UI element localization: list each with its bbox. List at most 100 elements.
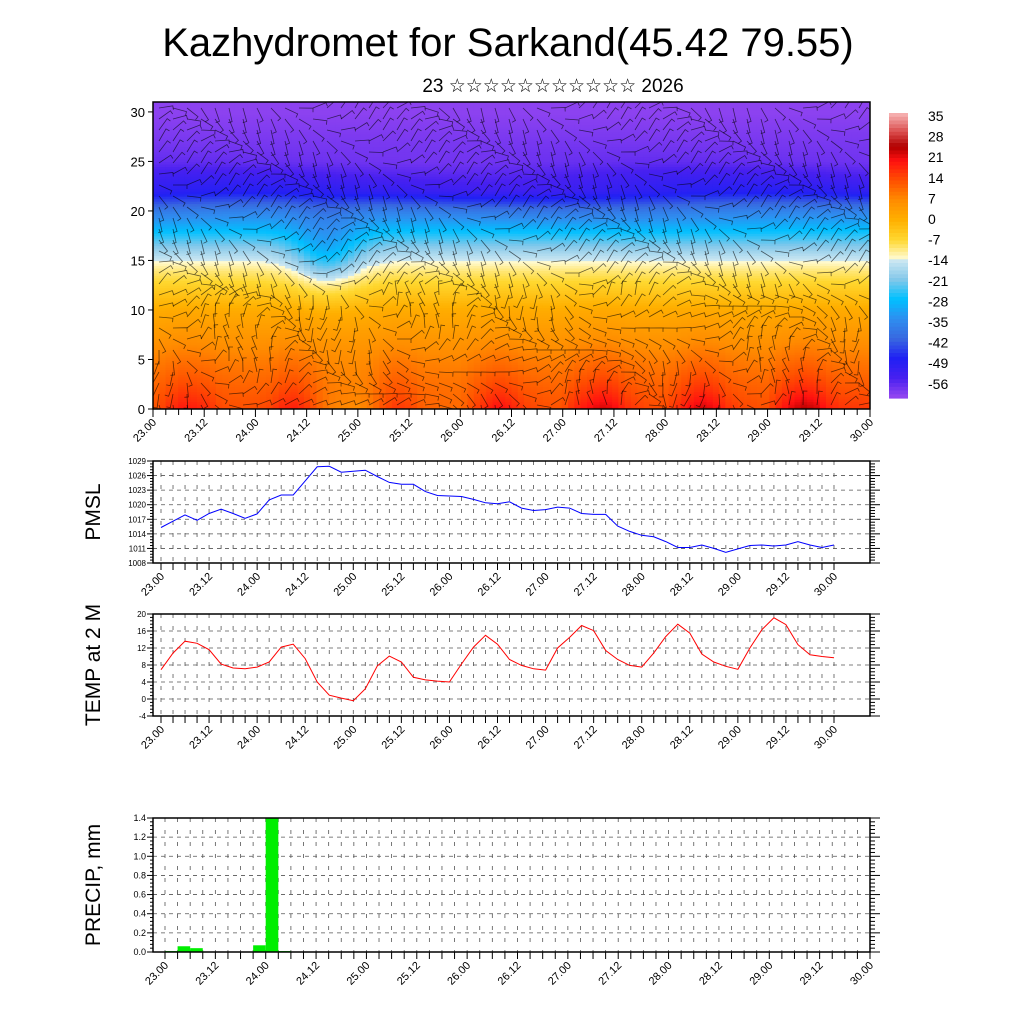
heat-cell bbox=[209, 213, 217, 217]
heat-cell bbox=[222, 362, 230, 366]
heat-cell bbox=[329, 337, 336, 341]
heat-cell bbox=[228, 302, 236, 306]
heat-cell bbox=[341, 354, 349, 358]
heat-cell bbox=[165, 243, 173, 247]
heat-cell bbox=[253, 114, 261, 118]
heat-cell bbox=[316, 230, 324, 234]
heat-cell bbox=[165, 300, 173, 304]
heat-cell bbox=[303, 225, 311, 229]
heat-cell bbox=[278, 173, 286, 177]
heat-cell bbox=[385, 277, 393, 281]
heat-cell bbox=[266, 178, 274, 182]
heat-cell bbox=[379, 337, 387, 341]
heat-cell bbox=[203, 111, 211, 115]
heat-cell bbox=[278, 305, 286, 309]
heat-cell bbox=[228, 287, 236, 291]
heat-cell bbox=[197, 262, 204, 266]
heat-cell bbox=[316, 191, 324, 195]
heat-cell bbox=[310, 364, 318, 368]
heat-cell bbox=[373, 357, 380, 361]
heat-cell bbox=[392, 406, 399, 409]
heat-cell bbox=[184, 181, 192, 185]
heat-cell bbox=[247, 352, 255, 356]
heat-cell bbox=[184, 188, 192, 192]
heat-cell bbox=[404, 329, 412, 333]
heat-cell bbox=[379, 178, 387, 182]
heat-cell bbox=[297, 154, 305, 158]
heat-cell bbox=[203, 292, 211, 296]
heat-cell bbox=[341, 359, 349, 363]
heat-cell bbox=[241, 381, 248, 385]
heat-cell bbox=[222, 218, 230, 222]
heat-cell bbox=[322, 347, 330, 351]
heat-cell bbox=[153, 107, 160, 111]
heat-cell bbox=[241, 317, 248, 321]
heat-cell bbox=[297, 406, 305, 409]
heat-cell bbox=[335, 201, 343, 205]
heat-cell bbox=[259, 391, 267, 395]
heat-cell bbox=[392, 121, 399, 125]
heat-cell bbox=[360, 228, 368, 232]
heat-cell bbox=[171, 374, 179, 378]
heat-cell bbox=[171, 310, 179, 314]
heat-cell bbox=[385, 121, 393, 125]
heat-cell bbox=[341, 386, 349, 390]
heat-cell bbox=[241, 168, 248, 172]
heat-cell bbox=[348, 270, 355, 274]
heat-cell bbox=[322, 126, 330, 130]
heat-cell bbox=[285, 238, 292, 242]
heat-cell bbox=[329, 381, 336, 385]
heat-cell bbox=[316, 228, 324, 232]
heat-cell bbox=[398, 399, 406, 403]
heat-cell bbox=[310, 250, 318, 254]
heat-cell bbox=[354, 342, 362, 346]
heat-cell bbox=[209, 342, 217, 346]
heat-cell bbox=[253, 364, 261, 368]
heat-cell bbox=[234, 114, 242, 118]
heat-cell bbox=[348, 253, 355, 257]
heat-cell bbox=[266, 327, 274, 331]
heat-cell bbox=[153, 322, 160, 326]
heat-cell bbox=[329, 208, 336, 212]
heat-cell bbox=[360, 215, 368, 219]
heat-cell bbox=[385, 223, 393, 227]
heat-cell bbox=[222, 287, 230, 291]
heat-cell bbox=[153, 228, 160, 232]
heat-cell bbox=[266, 131, 274, 135]
heat-cell bbox=[266, 339, 274, 343]
heat-cell bbox=[373, 267, 380, 271]
heat-cell bbox=[385, 381, 393, 385]
heat-cell bbox=[209, 389, 217, 393]
heat-cell bbox=[203, 260, 211, 264]
heat-cell bbox=[310, 329, 318, 333]
heat-cell bbox=[360, 386, 368, 390]
heat-cell bbox=[297, 371, 305, 375]
heat-cell bbox=[215, 379, 223, 383]
heat-cell bbox=[190, 156, 198, 160]
heat-cell bbox=[366, 262, 374, 266]
heat-cell bbox=[341, 404, 349, 408]
heat-cell bbox=[153, 280, 160, 284]
heat-cell bbox=[329, 394, 336, 398]
heat-cell bbox=[335, 116, 343, 120]
heat-cell bbox=[241, 359, 248, 363]
heat-cell bbox=[184, 158, 192, 162]
heat-cell bbox=[348, 191, 355, 195]
heat-cell bbox=[335, 173, 343, 177]
heat-cell bbox=[303, 314, 311, 318]
heat-cell bbox=[360, 119, 368, 123]
heat-cell bbox=[247, 228, 255, 232]
heat-cell bbox=[360, 310, 368, 314]
heat-cell bbox=[373, 149, 380, 153]
heat-cell bbox=[165, 260, 173, 264]
heat-cell bbox=[392, 230, 399, 234]
heat-cell bbox=[171, 178, 179, 182]
heat-cell bbox=[190, 245, 198, 249]
heat-cell bbox=[228, 220, 236, 224]
heat-cell bbox=[291, 124, 299, 128]
heat-cell bbox=[385, 129, 393, 133]
heat-cell bbox=[184, 394, 192, 398]
heat-cell bbox=[392, 319, 399, 323]
heat-cell bbox=[373, 391, 380, 395]
heat-cell bbox=[348, 154, 355, 158]
